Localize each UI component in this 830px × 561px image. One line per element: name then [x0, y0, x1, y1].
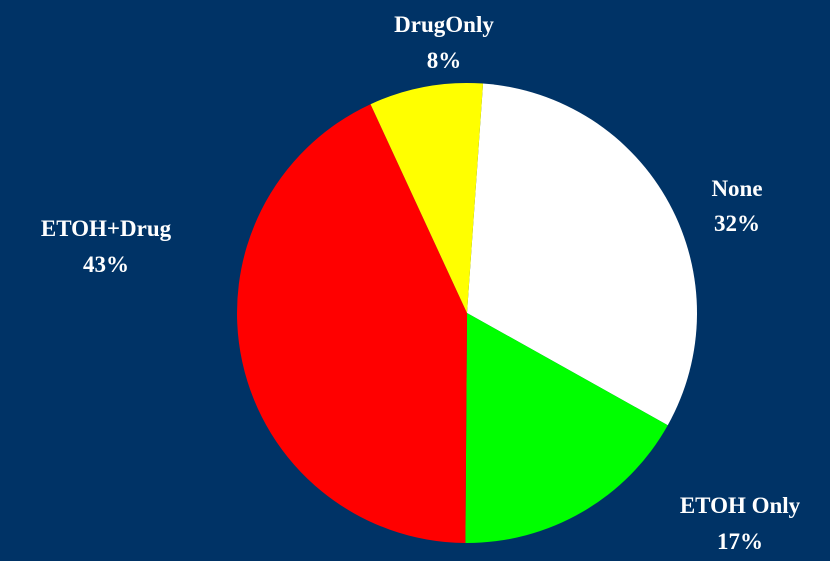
- pie-slice-none: [467, 83, 697, 426]
- label-etoh-drug-percent: 43%: [83, 252, 129, 277]
- label-drugonly-name: DrugOnly: [394, 12, 494, 37]
- label-none-name: None: [711, 176, 762, 201]
- pie-slice-drugonly: [370, 83, 484, 313]
- label-drugonly-percent: 8%: [427, 48, 462, 73]
- pie-slice-etoh-drug: [237, 104, 467, 543]
- pie-slice-etoh-only: [465, 313, 668, 543]
- label-etoh-only-percent: 17%: [717, 529, 763, 554]
- pie-slices: [237, 83, 697, 543]
- label-none-percent: 32%: [714, 211, 760, 236]
- label-etoh-drug-name: ETOH+Drug: [41, 216, 172, 241]
- label-etoh-only-name: ETOH Only: [680, 493, 801, 518]
